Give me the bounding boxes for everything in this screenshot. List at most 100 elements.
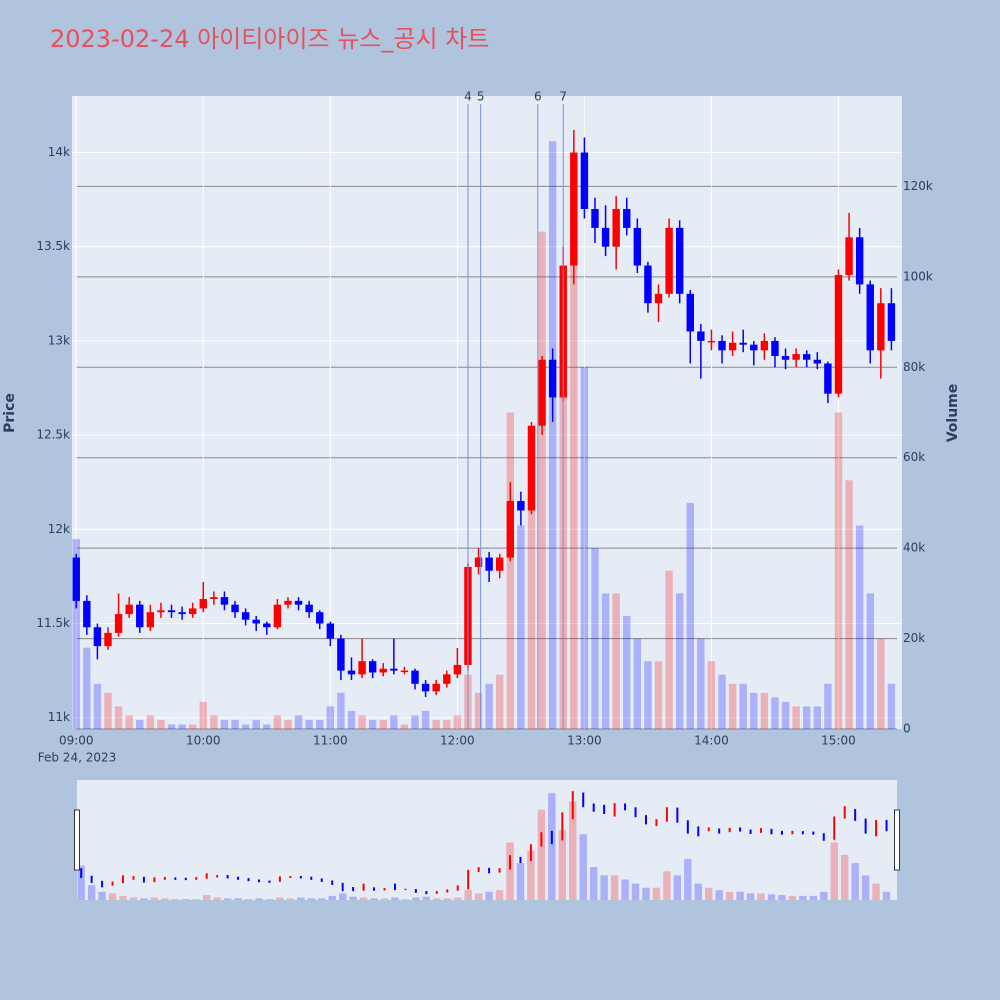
slider-volume-bar <box>349 896 357 900</box>
candle-body <box>316 612 324 624</box>
x-tick-label: 12:00 <box>440 734 475 748</box>
volume-bar <box>824 683 832 729</box>
range-slider[interactable] <box>77 780 897 900</box>
candle-body <box>718 340 726 351</box>
slider-volume-bar <box>171 899 180 900</box>
volume-bar <box>718 674 726 729</box>
volume-bar <box>188 724 197 729</box>
candle-body <box>453 664 462 675</box>
candle-body <box>220 597 229 605</box>
candle-body <box>591 209 599 228</box>
slider-volume-bar <box>297 897 305 900</box>
slider-volume-bar <box>872 883 880 900</box>
slider-volume-bar <box>589 867 598 900</box>
candle-body <box>136 604 144 628</box>
candle-body <box>686 293 694 332</box>
candle-body <box>83 600 91 628</box>
candle-body <box>305 604 313 613</box>
candle-body <box>654 293 663 304</box>
volume-bar <box>834 412 843 729</box>
candle-body <box>527 425 536 511</box>
candle-body <box>284 600 292 605</box>
slider-volume-bar <box>851 863 859 900</box>
y2-tick-label: 20k <box>903 631 925 645</box>
slider-volume-bar <box>412 897 420 900</box>
slider-volume-bar <box>537 809 546 900</box>
slider-volume-bar <box>684 858 692 900</box>
slider-volume-bar <box>809 895 818 900</box>
x-date-label: Feb 24, 2023 <box>38 751 117 765</box>
volume-bar <box>252 719 260 729</box>
candle-body <box>548 359 557 398</box>
volume-bar <box>157 719 165 729</box>
candle-body <box>146 612 155 628</box>
slider-volume-bar <box>820 891 828 900</box>
candle-body <box>623 209 631 228</box>
annotation-label: 4 <box>464 90 472 104</box>
y-tick-label: 13.5k <box>36 239 70 253</box>
volume-bar <box>347 710 356 729</box>
volume-bar <box>781 701 790 729</box>
volume-bar <box>527 457 536 729</box>
slider-handle[interactable] <box>74 809 80 871</box>
volume-bar <box>146 715 155 729</box>
volume-bar <box>707 661 716 729</box>
candle-body <box>337 638 345 671</box>
slider-volume-bar <box>705 887 713 900</box>
slider-volume-bar <box>454 897 462 900</box>
slider-volume-bar <box>882 891 891 900</box>
volume-bar <box>591 548 599 729</box>
y2-tick-label: 0 <box>903 722 911 736</box>
candle-body <box>644 265 652 304</box>
candle-body <box>379 668 387 673</box>
slider-volume-bar <box>150 897 159 900</box>
slider-handle[interactable] <box>894 809 900 871</box>
y2-tick-label: 120k <box>903 179 933 193</box>
volume-bar <box>877 638 885 729</box>
candle-body <box>750 344 758 351</box>
volume-bar <box>760 692 769 729</box>
volume-bar <box>517 525 525 729</box>
volume-bar <box>495 674 504 729</box>
annotation-label: 7 <box>559 90 567 104</box>
y-axis-title: Price <box>2 393 18 433</box>
volume-bar <box>570 186 578 729</box>
volume-bar <box>421 710 430 729</box>
candle-body <box>866 284 874 351</box>
volume-bar <box>93 683 102 729</box>
candle-body <box>495 557 504 571</box>
candle-body <box>347 670 356 675</box>
slider-volume-bar <box>119 895 127 900</box>
slider-volume-bar <box>433 898 441 900</box>
slider-volume-bar <box>87 885 96 900</box>
y2-tick-label: 40k <box>903 541 925 555</box>
volume-bar <box>548 141 557 729</box>
chart-title: 2023-02-24 아이티아이즈 뉴스_공시 차트 <box>50 25 489 53</box>
slider-volume-bar <box>631 883 640 900</box>
volume-bar <box>803 706 811 729</box>
candle-body <box>157 610 165 613</box>
candle-body <box>612 209 620 247</box>
volume-bar <box>750 692 758 729</box>
volume-bar <box>887 683 896 729</box>
slider-volume-bar <box>213 897 221 900</box>
volume-bar <box>771 697 779 729</box>
volume-bar <box>273 715 282 729</box>
volume-bar <box>538 231 546 729</box>
candle-body <box>728 342 737 351</box>
volume-bar <box>358 715 366 729</box>
slider-volume-bar <box>736 891 744 900</box>
slider-volume-bar <box>265 899 274 900</box>
candle-body <box>517 501 525 511</box>
candle-body <box>263 623 271 628</box>
slider-volume-bar <box>621 879 629 900</box>
slider-volume-bar <box>610 875 619 900</box>
slider-volume-bar <box>318 898 326 900</box>
candle-body <box>252 619 260 624</box>
volume-bar <box>337 692 345 729</box>
volume-bar <box>125 715 133 729</box>
slider-volume-bar <box>495 890 504 900</box>
slider-volume-bar <box>98 891 106 900</box>
volume-bar <box>136 719 144 729</box>
volume-bar <box>83 647 91 729</box>
